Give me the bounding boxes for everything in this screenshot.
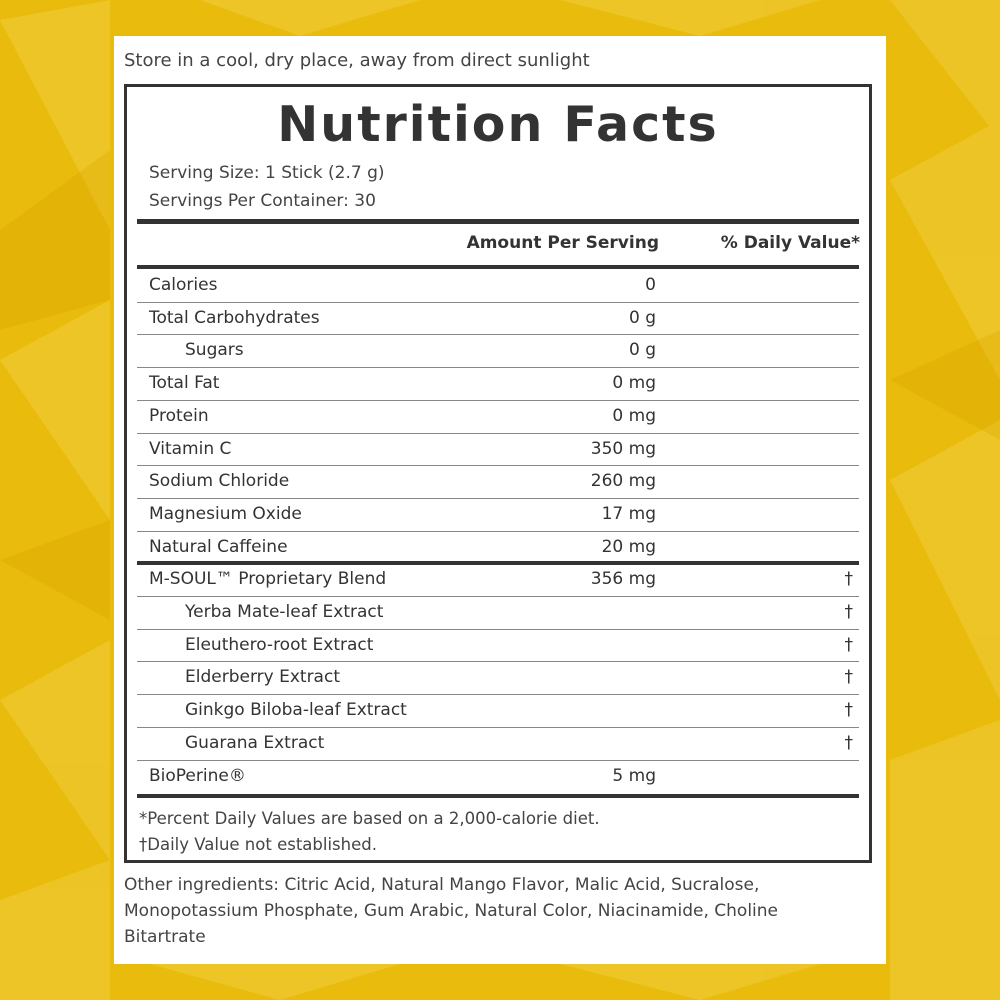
nutrient-name: Natural Caffeine [149,536,288,557]
header-amount-per-serving: Amount Per Serving [466,233,659,253]
row-divider [137,399,859,401]
nutrient-row: Protein 0 mg [137,400,859,432]
nutrient-name: M-SOUL™ Proprietary Blend [149,569,387,590]
nutrient-row: BioPerine® 5 mg [137,760,859,792]
nutrient-daily-value: † [844,732,854,753]
row-divider [137,628,859,630]
footnote-daily-values: *Percent Daily Values are based on a 2,0… [139,809,600,828]
divider-thick-top [137,219,859,224]
header-daily-value: % Daily Value* [720,233,860,253]
serving-size: Serving Size: 1 Stick (2.7 g) [149,163,385,183]
row-divider [137,596,859,597]
row-divider [137,726,859,728]
nutrient-name: Yerba Mate-leaf Extract [185,602,384,622]
nutrition-label-card: Store in a cool, dry place, away from di… [114,36,886,964]
nutrient-name: Total Fat [149,373,220,394]
other-ingredients: Other ingredients: Citric Acid, Natural … [124,875,778,947]
nutrient-row: Sodium Chloride 260 mg [137,465,859,497]
nutrient-name: Sugars [185,340,244,361]
nutrient-row: Ginkgo Biloba-leaf Extract † [137,694,859,726]
nutrient-name: Total Carbohydrates [149,307,320,328]
nutrient-amount: 0 mg [612,373,656,394]
row-divider [137,759,859,761]
row-divider [137,530,859,532]
nutrient-name: BioPerine® [149,765,246,786]
nutrient-amount: 0 mg [612,405,656,426]
nutrient-row: Elderberry Extract † [137,661,859,693]
row-divider [137,497,859,499]
nutrient-amount: 5 mg [612,765,656,786]
nutrient-name: Magnesium Oxide [149,503,302,524]
nutrient-name: Eleuthero-root Extract [185,634,374,655]
nutrient-daily-value: † [844,602,854,622]
nutrient-row: Yerba Mate-leaf Extract † [137,596,859,628]
nutrient-row: M-SOUL™ Proprietary Blend 356 mg † [137,563,859,595]
divider-thick-mid [137,561,859,566]
nutrient-row: Total Fat 0 mg [137,367,859,399]
nutrient-row: Magnesium Oxide 17 mg [137,498,859,530]
nutrient-row: Eleuthero-root Extract † [137,629,859,661]
row-divider [137,465,859,467]
row-divider [137,334,859,336]
nutrient-row: Vitamin C 350 mg [137,433,859,465]
nutrient-row: Calories 0 [137,269,859,301]
nutrient-name: Ginkgo Biloba-leaf Extract [185,700,407,721]
nutrient-name: Calories [149,275,218,295]
row-divider [137,367,859,369]
row-divider [137,661,859,663]
nutrient-row: Natural Caffeine 20 mg [137,531,859,563]
nutrient-amount: 350 mg [590,438,656,459]
nutrition-facts-panel: Nutrition Facts Serving Size: 1 Stick (2… [124,84,872,863]
nutrient-amount: 0 g [628,307,656,328]
nutrient-amount: 260 mg [590,471,656,492]
divider-under-header [137,265,859,269]
nutrient-name: Sodium Chloride [149,471,290,492]
nutrient-daily-value: † [844,700,854,721]
nutrient-daily-value: † [844,667,854,688]
row-divider [137,694,859,696]
nutrient-amount: 0 g [628,340,656,361]
nutrition-facts-title: Nutrition Facts [277,96,719,153]
nutrient-name: Guarana Extract [185,732,325,753]
nutrient-amount: 20 mg [601,536,656,557]
nutrient-row: Guarana Extract † [137,727,859,759]
nutrient-amount: 356 mg [590,569,656,590]
nutrient-daily-value: † [844,634,854,655]
nutrient-name: Vitamin C [149,438,232,459]
nutrient-name: Elderberry Extract [185,667,340,688]
row-divider [137,301,859,303]
nutrient-amount: 0 [645,275,656,295]
nutrient-row: Sugars 0 g [137,334,859,366]
nutrient-daily-value: † [844,569,854,590]
nutrient-name: Protein [149,405,209,426]
nutrient-row: Total Carbohydrates 0 g [137,302,859,334]
footnote-dagger: †Daily Value not established. [139,835,377,854]
servings-per-container: Servings Per Container: 30 [149,191,376,211]
divider-thick-bottom [137,794,859,798]
row-divider [137,432,859,434]
nutrient-amount: 17 mg [601,503,656,524]
storage-note: Store in a cool, dry place, away from di… [124,50,590,71]
